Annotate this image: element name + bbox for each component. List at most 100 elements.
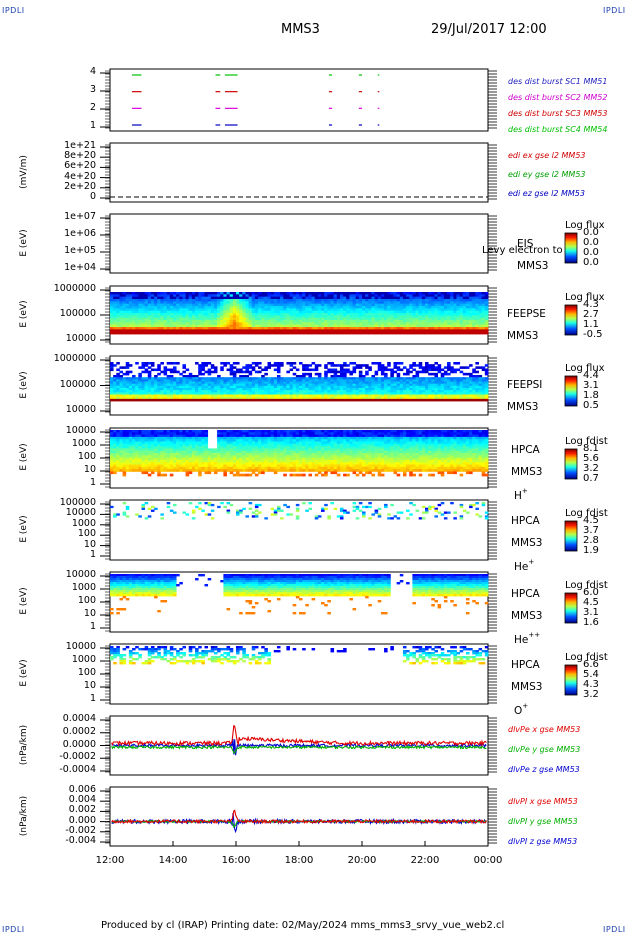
feepsi-spacecraft-name: MMS3: [507, 401, 539, 413]
eis-colorbar-value: 0.0: [583, 237, 599, 248]
eis-frame: [109, 213, 489, 274]
hpca_he2-heatmap: [110, 574, 489, 615]
feepse-colorbar: [564, 304, 578, 336]
edi-ytick-label: 8e+20: [64, 150, 96, 162]
divpe-ytick-label: 0.0002: [62, 725, 96, 737]
hpca_o-colorbar-value: 4.3: [583, 679, 599, 690]
hpca_h-species: H+: [514, 487, 528, 502]
feepse-ytick-label: 10000: [65, 333, 96, 344]
hpca_h-colorbar-value: 5.6: [583, 453, 599, 464]
divpe-series-1: [111, 724, 487, 747]
hpca_h-ylabel: E (eV): [19, 443, 29, 471]
eis-ytick-label: 1e+05: [64, 245, 96, 256]
hpca_h-spacecraft-name: MMS3: [511, 466, 543, 478]
hpca_h-colorbar-value: 8.1: [583, 443, 599, 454]
eis-ytick-label: 1e+04: [64, 262, 96, 273]
hpca_he2-colorbar-value: 1.6: [583, 617, 599, 628]
hpca_he1-ytick-label: 100000: [59, 497, 96, 508]
eis-ytick-label: 1e+06: [64, 228, 96, 239]
datetime-title: 29/Jul/2017 12:00: [431, 22, 547, 37]
hpca_o-ytick-label: 10: [83, 680, 96, 691]
hpca_o-heatmap: [110, 646, 489, 665]
edi-legend-2: edi ey gse l2 MM53: [508, 170, 586, 179]
burst-legend-4: des dist burst SC4 MM54: [508, 125, 608, 134]
hpca_o-colorbar-title: Log fdist: [565, 652, 608, 663]
hpca_he1-ytick-label: 10000: [65, 507, 96, 519]
feepse-ytick-label: 100000: [59, 308, 96, 319]
hpca_o-instrument-name: HPCA: [511, 659, 540, 671]
hpca_o-ytick-label: 1000: [71, 654, 96, 665]
corner-label-top-left: IPDLI: [2, 6, 25, 15]
time-tick-label: 16:00: [221, 855, 251, 866]
time-tick-label: 00:00: [473, 855, 503, 866]
hpca_he2-colorbar-value: 3.1: [583, 607, 599, 618]
feepse-colorbar-value: 2.7: [583, 309, 599, 320]
hpca_o-colorbar-value: 3.2: [583, 689, 599, 700]
hpca_he1-instrument-name: HPCA: [511, 515, 540, 527]
feepsi-colorbar-value: 4.4: [583, 370, 599, 381]
hpca_he2-ytick-label: 1: [89, 621, 96, 632]
edi-legend-3: edi ez gse l2 MM53: [508, 189, 585, 198]
feepsi-heatmap: [110, 362, 489, 402]
corner-label-top-right: IPDLI: [603, 6, 626, 15]
hpca_h-ytick-label: 1000: [71, 438, 96, 449]
divpi-ytick-label: 0.000: [68, 814, 96, 826]
hpca_o-colorbar-value: 6.6: [583, 659, 599, 670]
hpca_o-ytick-label: 10000: [65, 641, 96, 652]
time-tick-label: 12:00: [95, 855, 125, 866]
burst-legend-2: des dist burst SC2 MM52: [508, 93, 608, 102]
divpi-legend-2: dlvPI y gse MM53: [508, 817, 578, 826]
hpca_he2-spacecraft-name: MMS3: [511, 610, 543, 622]
divpe-legend-2: dlvPe y gse MM53: [508, 745, 581, 754]
feepsi-ytick-label: 10000: [65, 404, 96, 415]
eis-colorbar-value: 0.0: [583, 247, 599, 258]
eis-colorbar-value: 0.0: [583, 227, 599, 238]
edi-ylabel: (mV/m): [19, 154, 29, 189]
time-tick-label: 22:00: [410, 855, 440, 866]
feepse-colorbar-value: -0.5: [583, 329, 603, 340]
edi-ytick-label: 1e+21: [64, 140, 96, 151]
burst-ytick-label: 3: [89, 84, 96, 95]
edi-ytick-label: 6e+20: [64, 160, 96, 172]
feepsi-ylabel: E (eV): [19, 370, 29, 399]
divpi-ytick-label: -0.002: [65, 824, 96, 836]
hpca_o-colorbar: [564, 664, 578, 696]
hpca_he1-ytick-label: 10: [83, 538, 96, 550]
hpca_he1-frame: [109, 499, 489, 561]
time-tick-label: 14:00: [158, 855, 188, 866]
eis-ylabel: E (eV): [19, 228, 29, 257]
hpca_he1-ytick-label: 100: [77, 528, 96, 540]
divpi-frame: [109, 786, 489, 847]
divpi-legend-1: dlvPI x gse MM53: [508, 797, 578, 806]
hpca_o-colorbar-value: 5.4: [583, 669, 599, 680]
divpe-ytick-label: -0.0002: [59, 751, 96, 763]
feepsi-ytick-label: 1000000: [53, 353, 96, 364]
hpca_h-heatmap: [110, 430, 489, 477]
hpca_he2-ytick-label: 100: [77, 595, 96, 606]
feepse-heatmap: [110, 292, 489, 335]
edi-frame: [109, 142, 489, 203]
divpi-ytick-label: -0.004: [65, 835, 96, 846]
feepse-ylabel: E (eV): [19, 300, 29, 328]
divpe-ytick-label: 0.0000: [62, 738, 96, 750]
burst-ytick-label: 2: [89, 102, 96, 113]
feepsi-colorbar-title: Log flux: [565, 363, 605, 374]
hpca_he2-ylabel: E (eV): [19, 587, 29, 615]
divpi-ytick-label: 0.004: [68, 794, 96, 806]
eis-colorbar: [564, 232, 578, 264]
divpe-ylabel: (nPa/km): [19, 724, 29, 765]
hpca_h-ytick-label: 10: [83, 464, 96, 475]
hpca_h-colorbar-value: 0.7: [583, 473, 599, 484]
hpca_o-ytick-label: 1: [89, 693, 96, 704]
hpca_he2-colorbar: [564, 592, 578, 624]
eis-colorbar-title: Log flux: [565, 220, 605, 231]
hpca_h-ytick-label: 100: [77, 451, 96, 462]
hpca_he1-colorbar-title: Log fdist: [565, 508, 608, 519]
eis-spacecraft-name: MMS3: [517, 260, 549, 272]
hpca_he2-colorbar-title: Log fdist: [565, 580, 608, 591]
hpca_h-instrument-name: HPCA: [511, 444, 540, 456]
corner-label-bottom-right: IPDLI: [603, 925, 626, 934]
divpi-ylabel: (nPa/km): [19, 795, 29, 836]
spacecraft-title: MMS3: [281, 22, 320, 37]
